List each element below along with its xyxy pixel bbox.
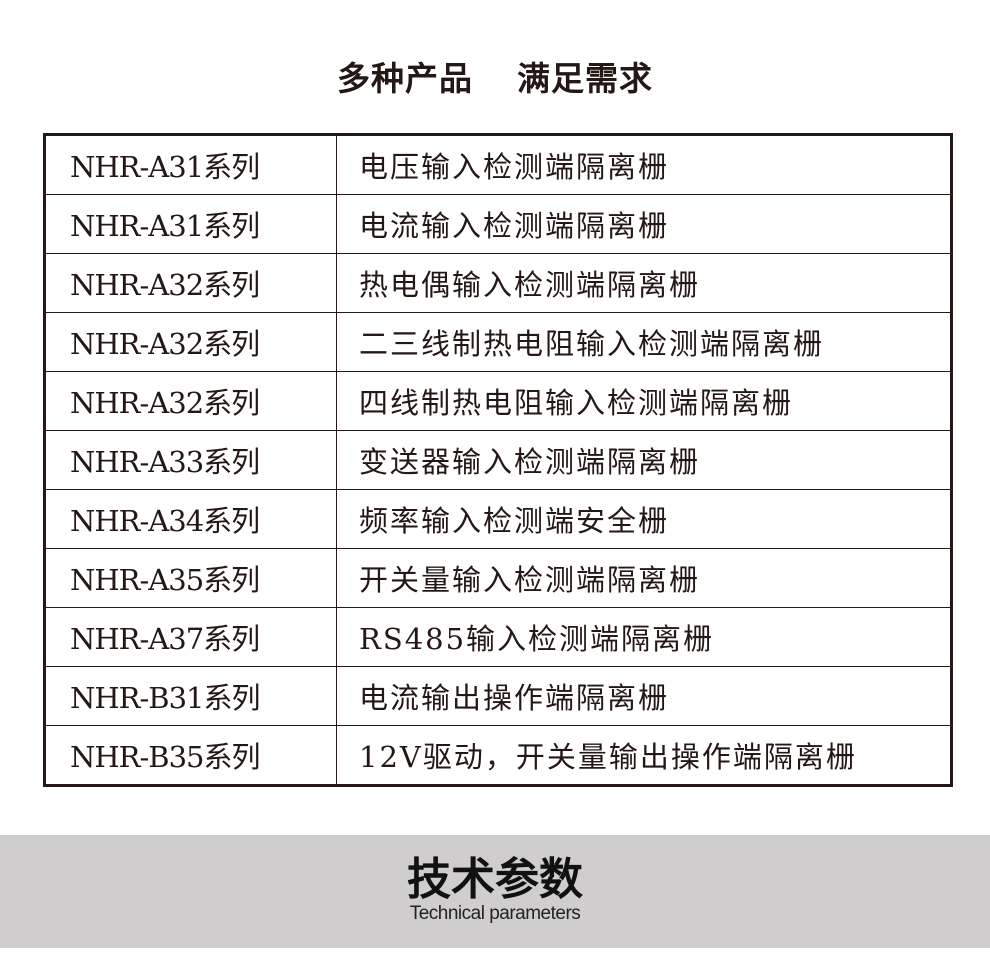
series-cell: NHR-A31系列 — [44, 134, 337, 195]
series-cell: NHR-A31系列 — [44, 194, 337, 254]
description-cell: 开关量输入检测端隔离栅 — [336, 548, 952, 608]
series-cell: NHR-A32系列 — [44, 312, 337, 372]
series-cell: NHR-A34系列 — [44, 489, 337, 549]
table-row: NHR-A37系列 RS485输入检测端隔离栅 — [44, 607, 952, 667]
table-row: NHR-A32系列 四线制热电阻输入检测端隔离栅 — [44, 371, 952, 431]
description-cell: 频率输入检测端安全栅 — [336, 489, 952, 549]
table-row: NHR-A31系列 电压输入检测端隔离栅 — [44, 134, 952, 195]
page-title: 多种产品 满足需求 — [0, 52, 990, 100]
description-cell: 电流输入检测端隔离栅 — [336, 194, 952, 254]
section-banner: 技术参数 Technical parameters — [0, 835, 990, 948]
description-cell: 12V驱动，开关量输出操作端隔离栅 — [336, 725, 952, 786]
table-row: NHR-B35系列 12V驱动，开关量输出操作端隔离栅 — [44, 725, 952, 786]
description-cell: 电压输入检测端隔离栅 — [336, 134, 952, 195]
series-cell: NHR-A37系列 — [44, 607, 337, 667]
series-cell: NHR-B31系列 — [44, 666, 337, 726]
table-row: NHR-A34系列 频率输入检测端安全栅 — [44, 489, 952, 549]
title-part-2: 满足需求 — [517, 59, 653, 98]
description-cell: 热电偶输入检测端隔离栅 — [336, 253, 952, 313]
title-part-1: 多种产品 — [337, 59, 473, 98]
series-cell: NHR-A33系列 — [44, 430, 337, 490]
description-cell: RS485输入检测端隔离栅 — [336, 607, 952, 667]
table-row: NHR-A35系列 开关量输入检测端隔离栅 — [44, 548, 952, 608]
description-cell: 变送器输入检测端隔离栅 — [336, 430, 952, 490]
table-row: NHR-A32系列 热电偶输入检测端隔离栅 — [44, 253, 952, 313]
table-row: NHR-B31系列 电流输出操作端隔离栅 — [44, 666, 952, 726]
description-cell: 二三线制热电阻输入检测端隔离栅 — [336, 312, 952, 372]
series-cell: NHR-A32系列 — [44, 371, 337, 431]
description-cell: 电流输出操作端隔离栅 — [336, 666, 952, 726]
series-cell: NHR-B35系列 — [44, 725, 337, 786]
section-subtitle: Technical parameters — [409, 903, 581, 924]
series-cell: NHR-A32系列 — [44, 253, 337, 313]
table-row: NHR-A31系列 电流输入检测端隔离栅 — [44, 194, 952, 254]
table-row: NHR-A33系列 变送器输入检测端隔离栅 — [44, 430, 952, 490]
product-table: NHR-A31系列 电压输入检测端隔离栅 NHR-A31系列 电流输入检测端隔离栅 NH… — [43, 133, 953, 787]
description-cell: 四线制热电阻输入检测端隔离栅 — [336, 371, 952, 431]
section-title: 技术参数 — [407, 854, 583, 905]
series-cell: NHR-A35系列 — [44, 548, 337, 608]
table-row: NHR-A32系列 二三线制热电阻输入检测端隔离栅 — [44, 312, 952, 372]
